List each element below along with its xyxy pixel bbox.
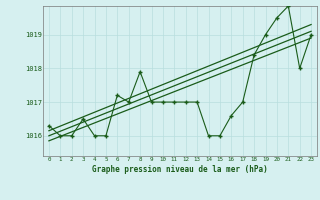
X-axis label: Graphe pression niveau de la mer (hPa): Graphe pression niveau de la mer (hPa) [92, 165, 268, 174]
